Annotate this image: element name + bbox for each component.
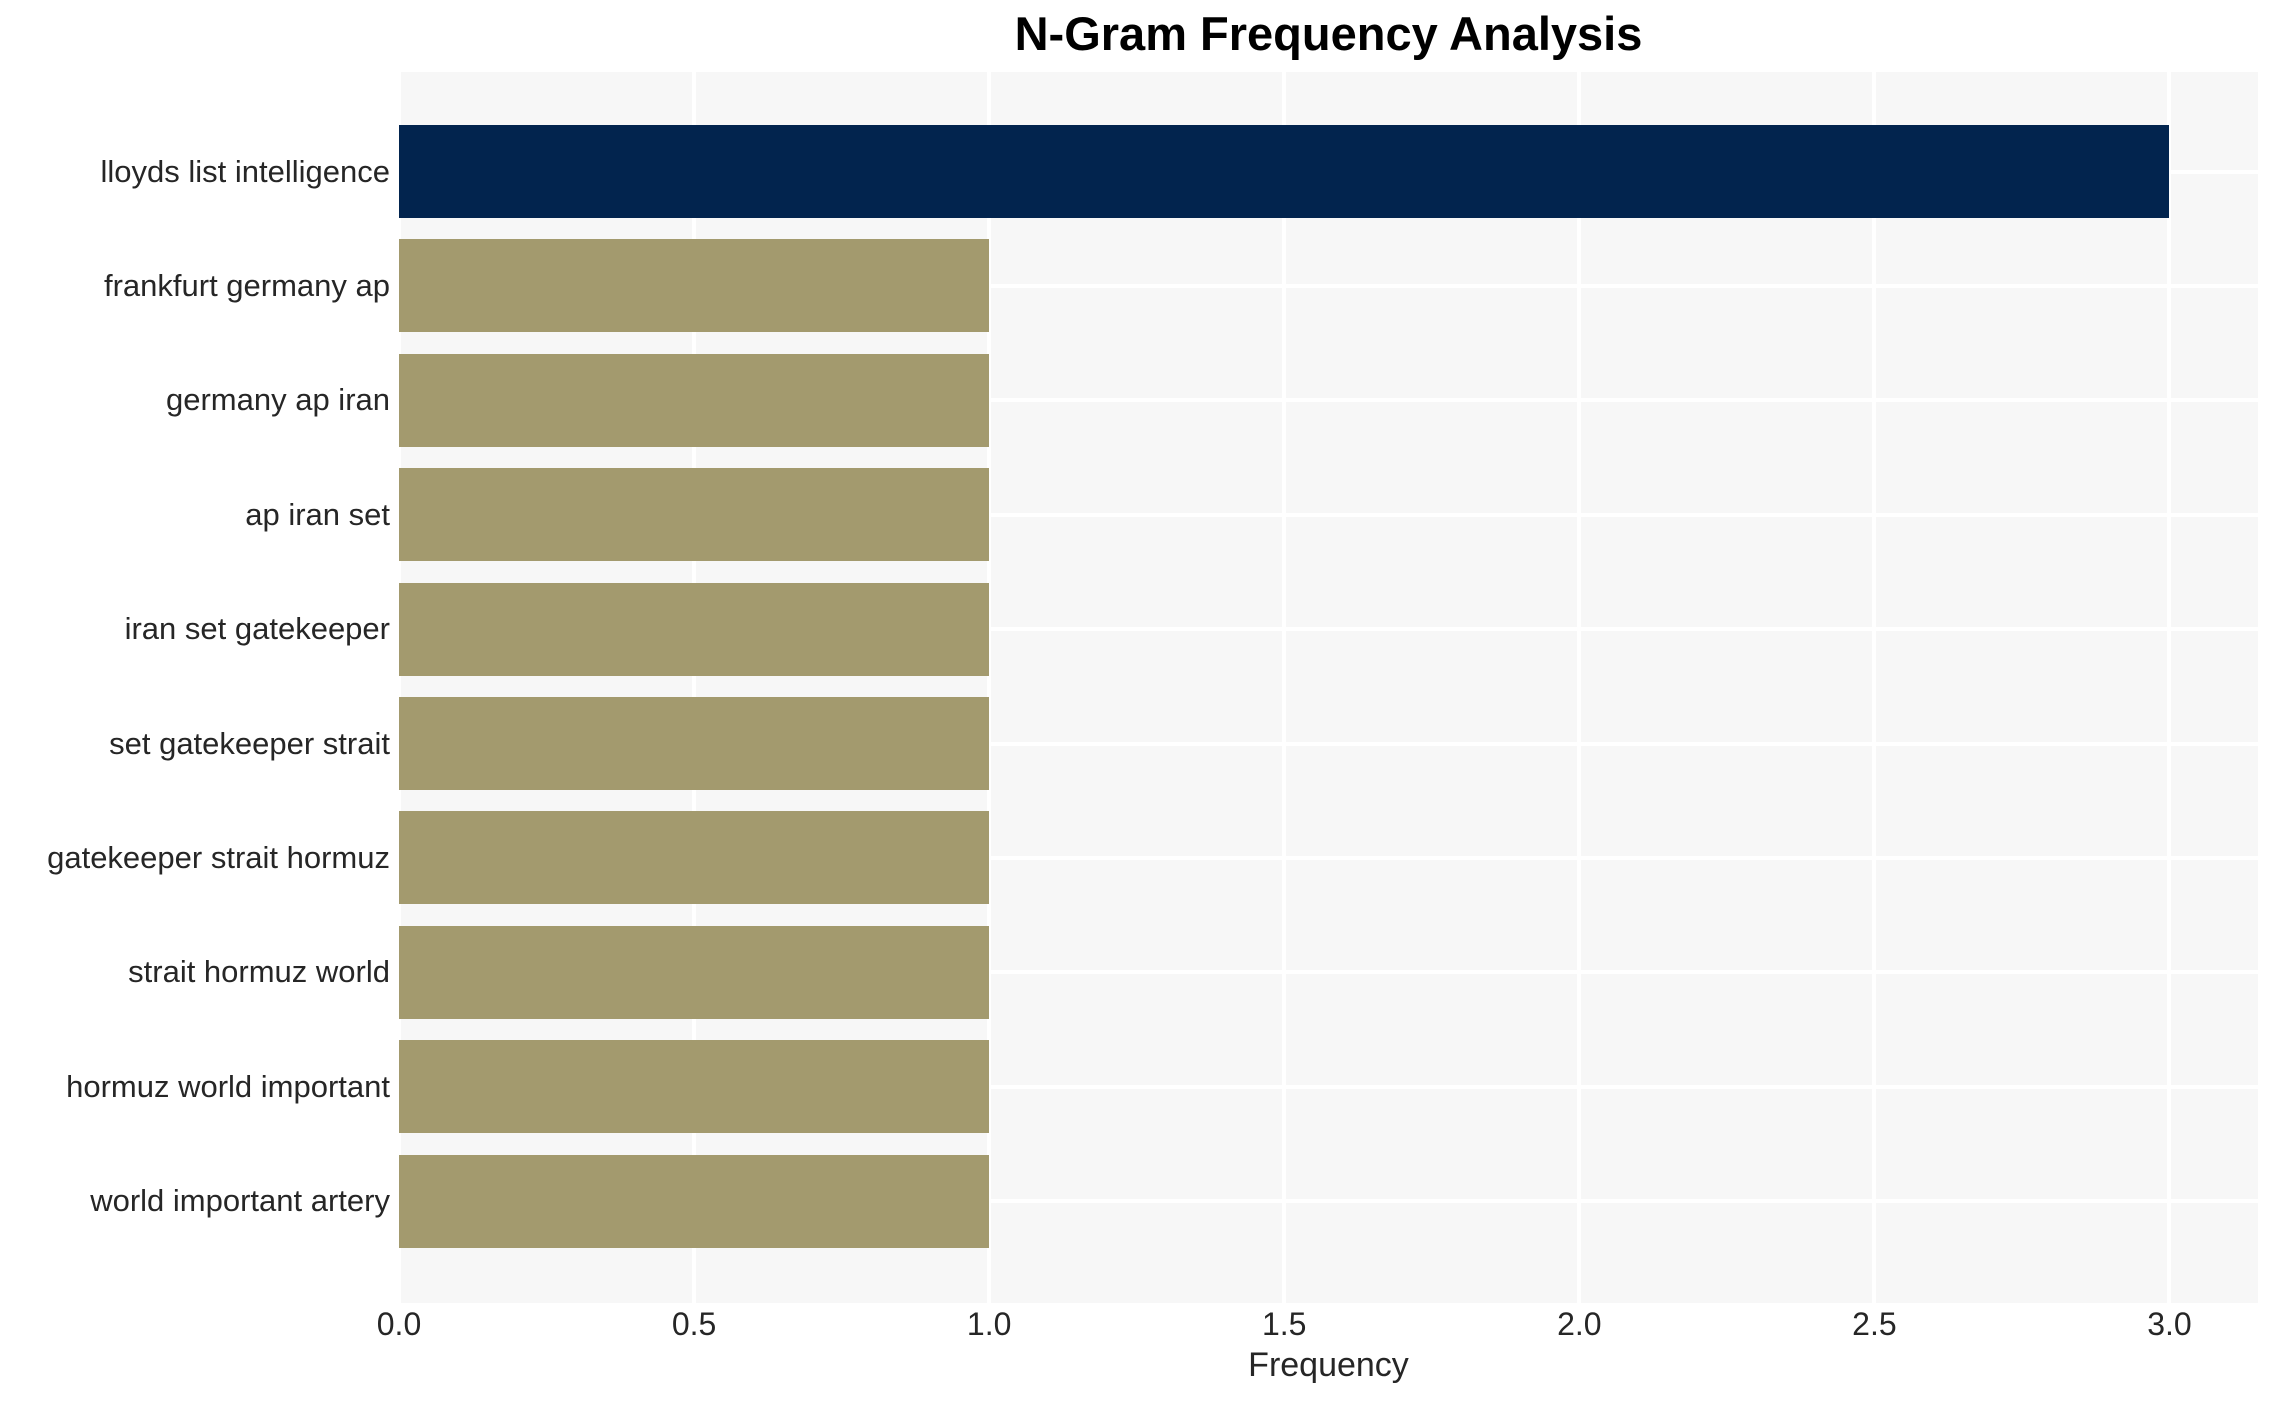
x-gridline	[987, 72, 992, 1303]
y-tick-label: frankfurt germany ap	[103, 267, 390, 303]
x-tick-label: 2.5	[1852, 1306, 1897, 1342]
bar	[399, 1040, 990, 1134]
y-tick-label: hormuz world important	[66, 1068, 390, 1104]
chart-title: N-Gram Frequency Analysis	[1014, 7, 1643, 60]
x-tick-label: 1.5	[1261, 1306, 1307, 1342]
x-axis-title: Frequency	[1248, 1346, 1409, 1384]
y-gridline	[399, 1084, 2258, 1089]
x-gridline	[399, 72, 401, 1303]
y-gridline	[399, 512, 2258, 517]
x-tick-label: 3.0	[2147, 1306, 2192, 1342]
x-gridline	[1282, 72, 1287, 1303]
bar	[399, 353, 990, 447]
y-tick-label: ap iran set	[245, 496, 390, 532]
x-tick-label: 1.0	[966, 1306, 1012, 1342]
x-tick-label: 0.5	[671, 1306, 717, 1342]
x-gridline	[692, 72, 697, 1303]
bar	[399, 925, 990, 1019]
x-gridline	[1872, 72, 1877, 1303]
x-gridline	[1577, 72, 1582, 1303]
y-tick-label: set gatekeeper strait	[109, 725, 390, 761]
bar	[399, 239, 990, 333]
x-gridline	[2167, 72, 2172, 1303]
y-tick-label: strait hormuz world	[128, 954, 390, 990]
bar	[399, 468, 990, 562]
y-tick-label: gatekeeper strait hormuz	[47, 839, 390, 875]
x-tick-label: 2.0	[1557, 1306, 1602, 1342]
bar	[399, 697, 990, 790]
plot-area	[399, 72, 2258, 1303]
y-gridline	[399, 1199, 2258, 1204]
y-gridline	[399, 741, 2258, 746]
y-gridline	[399, 627, 2258, 632]
bar	[399, 582, 990, 676]
y-gridline	[399, 970, 2258, 975]
y-tick-label: lloyds list intelligence	[100, 153, 390, 189]
y-tick-label: world important artery	[90, 1183, 390, 1219]
y-gridline	[399, 283, 2258, 288]
y-tick-label: germany ap iran	[165, 382, 390, 418]
y-gridline	[399, 855, 2258, 860]
bar	[399, 125, 2170, 218]
y-gridline	[399, 398, 2258, 403]
bar	[399, 811, 990, 905]
x-tick-label: 0.0	[376, 1306, 422, 1342]
bar	[399, 1154, 990, 1248]
y-tick-label: iran set gatekeeper	[124, 611, 390, 647]
